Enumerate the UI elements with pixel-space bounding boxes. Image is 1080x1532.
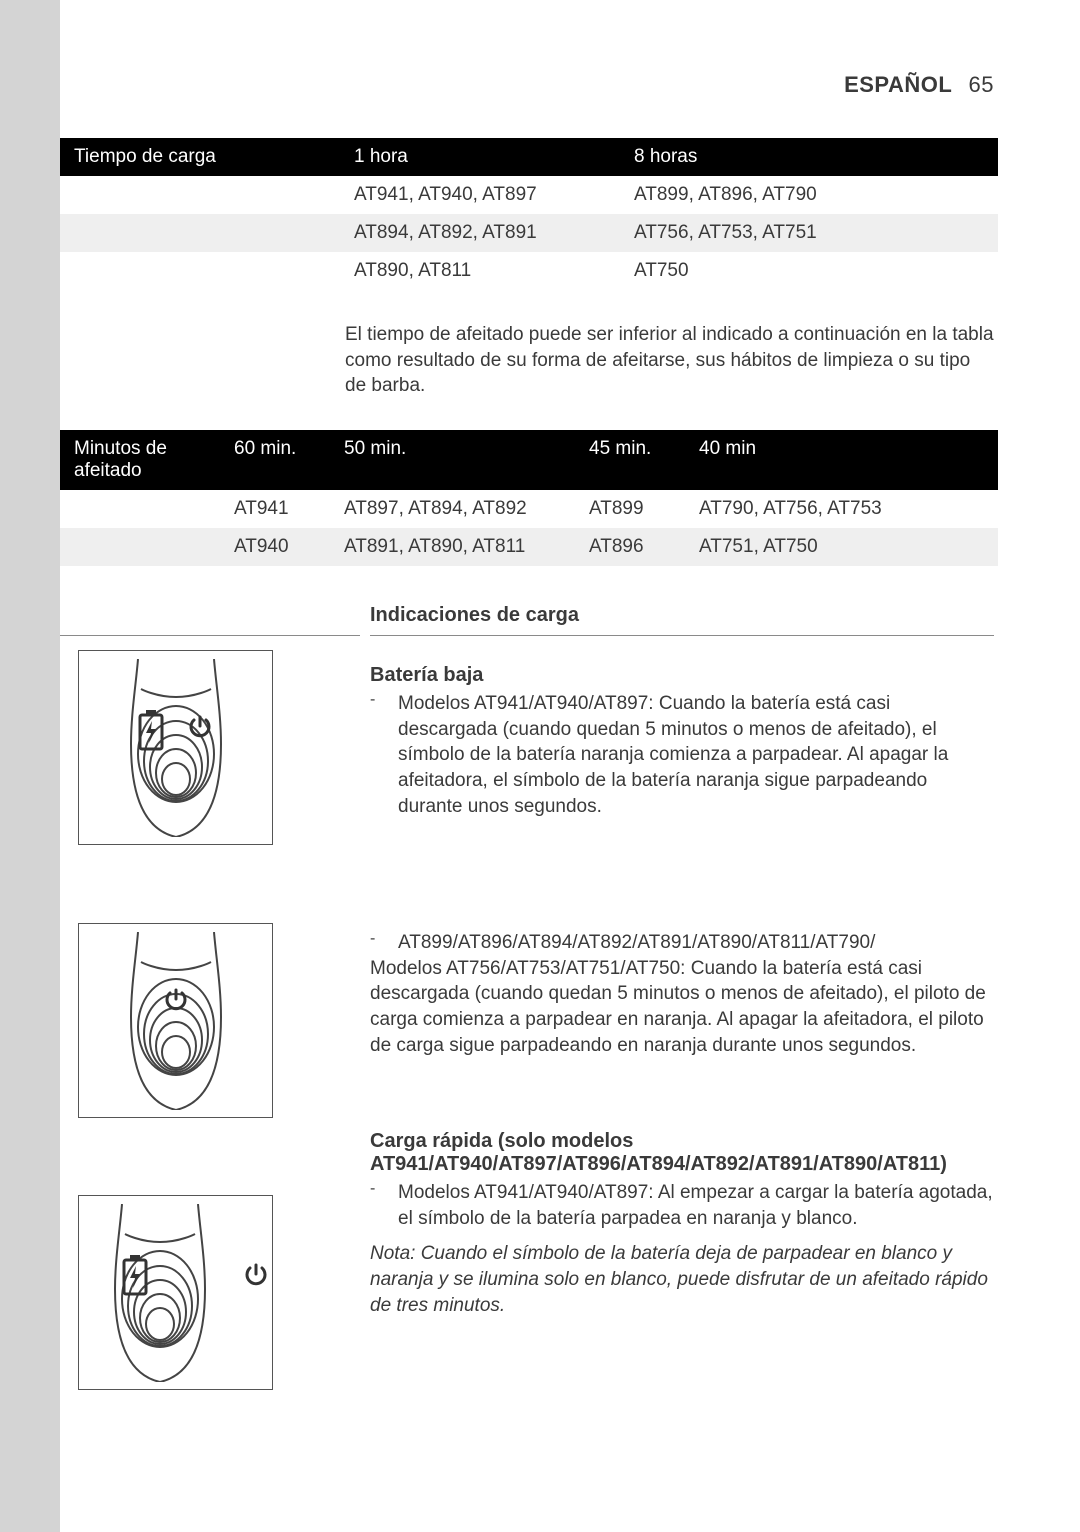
- intro-paragraph: El tiempo de afeitado puede ser inferior…: [345, 322, 994, 399]
- shaver-outline-icon: [116, 659, 236, 837]
- table-cell: AT899: [589, 498, 699, 520]
- table-header-cell: 50 min.: [344, 438, 589, 482]
- margin-gray-column: [0, 0, 60, 1532]
- shaver-outline-icon: [100, 1204, 220, 1382]
- table-header-row: Tiempo de carga 1 hora 8 horas: [60, 138, 998, 176]
- table-cell: AT896: [589, 536, 699, 558]
- note-text: Nota: Cuando el símbolo de la batería de…: [370, 1241, 994, 1318]
- section-heading: Indicaciones de carga: [370, 604, 994, 627]
- header-language: ESPAÑOL: [844, 72, 952, 97]
- battery-charging-icon: [136, 709, 166, 753]
- shaver-outline-icon: [116, 932, 236, 1110]
- header-page-number: 65: [969, 72, 994, 97]
- illustration-shaver-battery-power: [78, 1195, 273, 1390]
- page-header: ESPAÑOL 65: [844, 72, 994, 98]
- list-item: - Modelos AT941/AT940/AT897: Al empezar …: [370, 1180, 994, 1231]
- section-charge-indications: Indicaciones de carga: [370, 604, 994, 645]
- table-cell: [74, 184, 354, 206]
- table-header-cell: Minutos de afeitado: [74, 438, 234, 482]
- table-cell: [74, 222, 354, 244]
- section-battery-low: Batería baja - Modelos AT941/AT940/AT897…: [370, 664, 994, 819]
- section-subheading: Carga rápida (solo modelos AT941/AT940/A…: [370, 1130, 994, 1176]
- table-cell: AT890, AT811: [354, 260, 634, 282]
- bullet-dash: -: [370, 930, 398, 956]
- table-cell: AT899, AT896, AT790: [634, 184, 984, 206]
- power-icon: [244, 1262, 268, 1286]
- list-item-text: Modelos AT756/AT753/AT751/AT750: Cuando …: [370, 956, 994, 1059]
- power-icon: [188, 714, 212, 738]
- table-cell: AT891, AT890, AT811: [344, 536, 589, 558]
- table-cell: AT790, AT756, AT753: [699, 498, 984, 520]
- table-cell: AT894, AT892, AT891: [354, 222, 634, 244]
- list-item: - AT899/AT896/AT894/AT892/AT891/AT890/AT…: [370, 930, 994, 956]
- table-row: AT941 AT897, AT894, AT892 AT899 AT790, A…: [60, 490, 998, 528]
- illustration-shaver-power: [78, 923, 273, 1118]
- table-cell: AT897, AT894, AT892: [344, 498, 589, 520]
- table-row: AT894, AT892, AT891 AT756, AT753, AT751: [60, 214, 998, 252]
- table-row: AT940 AT891, AT890, AT811 AT896 AT751, A…: [60, 528, 998, 566]
- list-item-text: Modelos AT941/AT940/AT897: Cuando la bat…: [398, 691, 994, 819]
- battery-charging-icon: [120, 1254, 150, 1298]
- section-subheading: Batería baja: [370, 664, 994, 687]
- shave-minutes-table: Minutos de afeitado 60 min. 50 min. 45 m…: [60, 430, 998, 566]
- divider: [60, 635, 360, 636]
- table-header-cell: 60 min.: [234, 438, 344, 482]
- table-cell: AT750: [634, 260, 984, 282]
- table-cell: AT756, AT753, AT751: [634, 222, 984, 244]
- table-cell: AT940: [234, 536, 344, 558]
- list-item-text: Modelos AT941/AT940/AT897: Al empezar a …: [398, 1180, 994, 1231]
- table-cell: AT751, AT750: [699, 536, 984, 558]
- section-fast-charge: Carga rápida (solo modelos AT941/AT940/A…: [370, 1130, 994, 1318]
- table-cell: AT941: [234, 498, 344, 520]
- table-cell: [74, 536, 234, 558]
- power-icon: [164, 987, 188, 1011]
- table-row: AT941, AT940, AT897 AT899, AT896, AT790: [60, 176, 998, 214]
- table-cell: [74, 260, 354, 282]
- bullet-dash: -: [370, 1180, 398, 1231]
- charge-time-table: Tiempo de carga 1 hora 8 horas AT941, AT…: [60, 138, 998, 290]
- table-cell: [74, 498, 234, 520]
- section-battery-low-2: - AT899/AT896/AT894/AT892/AT891/AT890/AT…: [370, 930, 994, 1058]
- table-header-row: Minutos de afeitado 60 min. 50 min. 45 m…: [60, 430, 998, 490]
- list-item-lead: AT899/AT896/AT894/AT892/AT891/AT890/AT81…: [398, 930, 875, 956]
- table-header-cell: 8 horas: [634, 146, 984, 168]
- table-cell: AT941, AT940, AT897: [354, 184, 634, 206]
- table-header-cell: 1 hora: [354, 146, 634, 168]
- illustration-shaver-battery: [78, 650, 273, 845]
- table-header-cell: Tiempo de carga: [74, 146, 354, 168]
- table-row: AT890, AT811 AT750: [60, 252, 998, 290]
- list-item: - Modelos AT941/AT940/AT897: Cuando la b…: [370, 691, 994, 819]
- table-header-cell: 40 min: [699, 438, 984, 482]
- table-header-cell: 45 min.: [589, 438, 699, 482]
- bullet-dash: -: [370, 691, 398, 819]
